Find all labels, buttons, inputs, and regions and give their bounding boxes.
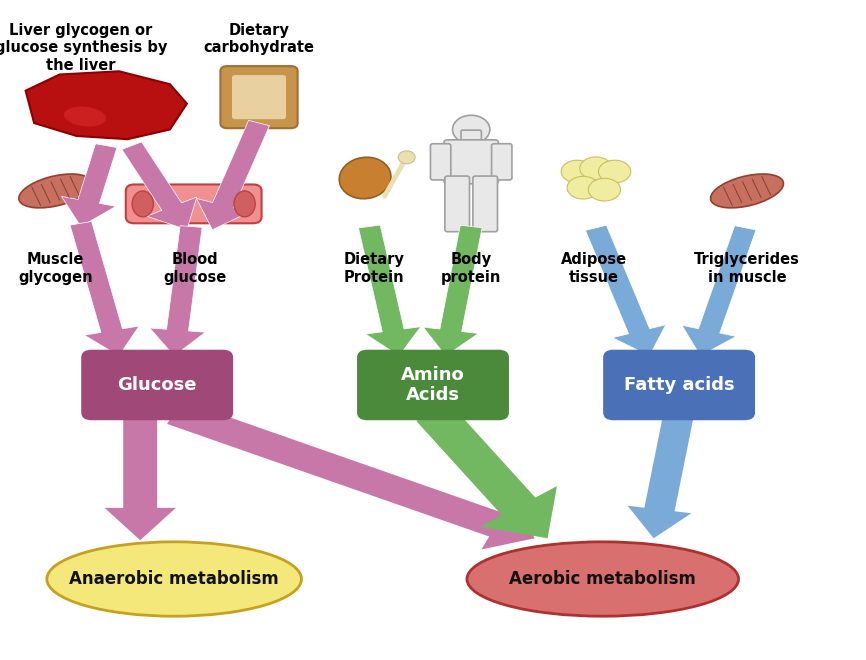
Text: Body
protein: Body protein [441,252,501,284]
Ellipse shape [339,157,391,199]
FancyBboxPatch shape [357,350,509,420]
Ellipse shape [710,174,784,208]
FancyBboxPatch shape [430,144,451,180]
Polygon shape [167,401,535,550]
Text: Anaerobic metabolism: Anaerobic metabolism [69,570,279,588]
Ellipse shape [580,157,612,180]
Polygon shape [150,226,205,356]
Polygon shape [122,142,197,230]
FancyBboxPatch shape [473,176,497,232]
Polygon shape [70,222,139,356]
Polygon shape [197,120,269,230]
Ellipse shape [588,178,621,201]
FancyBboxPatch shape [81,350,233,420]
Ellipse shape [561,160,593,183]
Ellipse shape [234,191,255,216]
Ellipse shape [64,107,106,127]
Ellipse shape [19,174,92,208]
FancyBboxPatch shape [221,66,298,128]
Polygon shape [105,412,176,540]
Text: Fatty acids: Fatty acids [624,376,734,394]
Polygon shape [359,225,421,356]
FancyBboxPatch shape [231,75,287,120]
Polygon shape [682,226,756,356]
Text: Triglycerides
in muscle: Triglycerides in muscle [694,252,800,284]
FancyBboxPatch shape [603,350,755,420]
Ellipse shape [467,542,739,616]
Ellipse shape [132,191,153,216]
Polygon shape [61,144,117,226]
Text: Muscle
glycogen: Muscle glycogen [18,252,93,284]
Text: Dietary
carbohydrate: Dietary carbohydrate [204,22,314,55]
Ellipse shape [567,176,599,199]
Text: Adipose
tissue: Adipose tissue [561,252,627,284]
Text: Glucose: Glucose [118,376,197,394]
Ellipse shape [598,160,630,183]
FancyBboxPatch shape [461,130,481,147]
Text: Liver glycogen or
glucose synthesis by
the liver: Liver glycogen or glucose synthesis by t… [0,22,167,73]
Polygon shape [628,411,695,539]
FancyBboxPatch shape [444,140,498,184]
FancyBboxPatch shape [126,185,262,223]
FancyBboxPatch shape [492,144,512,180]
Text: Blood
glucose: Blood glucose [164,252,227,284]
Polygon shape [423,225,482,356]
FancyBboxPatch shape [445,176,469,232]
Polygon shape [26,71,187,139]
Text: Amino
Acids: Amino Acids [401,366,465,405]
Polygon shape [417,403,557,539]
Polygon shape [585,225,666,356]
Text: Dietary
Protein: Dietary Protein [343,252,404,284]
Circle shape [398,151,415,164]
Ellipse shape [47,542,301,616]
Circle shape [453,115,490,144]
Text: Aerobic metabolism: Aerobic metabolism [509,570,696,588]
